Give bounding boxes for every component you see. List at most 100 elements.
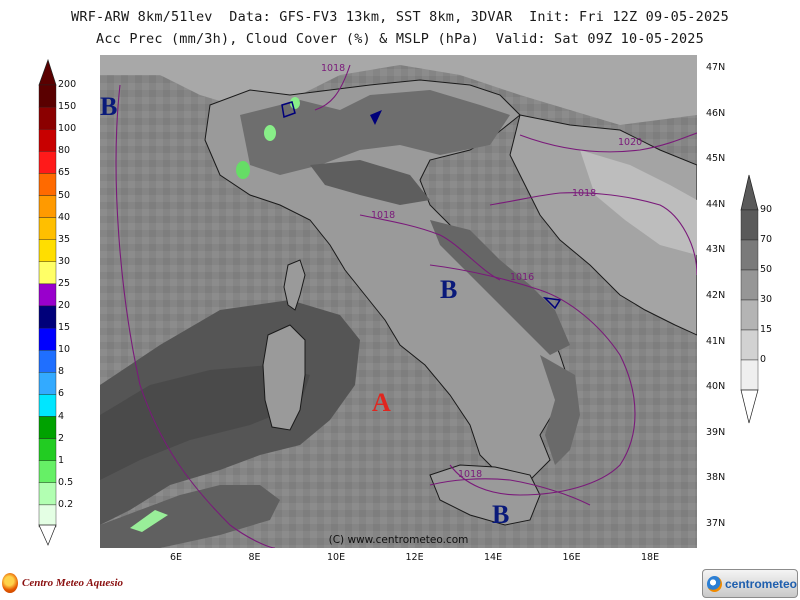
- precip-color-swatch: [38, 106, 57, 130]
- sun-logo-icon: [2, 573, 18, 593]
- precip-color-swatch: [38, 84, 57, 108]
- isobar-label: 1018: [458, 469, 482, 480]
- isobar-west: [115, 84, 276, 549]
- latitude-label: 47N: [706, 62, 726, 73]
- cloud-color-swatch: [740, 359, 759, 391]
- precip-color-swatch: [38, 239, 57, 262]
- isobar-lines: [115, 64, 698, 549]
- cloud-scale-label: 70: [760, 234, 773, 245]
- cloud-alps: [240, 90, 510, 175]
- precip-color-swatch: [38, 394, 57, 417]
- precip-color-swatch: [38, 261, 57, 285]
- longitude-label: 14E: [484, 552, 503, 563]
- precip-color-swatch: [38, 151, 57, 174]
- precip-scale-label: 10: [58, 344, 71, 356]
- precip-scale-label: 15: [58, 322, 71, 334]
- clear-balkans: [580, 150, 697, 255]
- latitude-label: 39N: [706, 426, 726, 438]
- precip-color-swatch: [38, 305, 57, 329]
- precip-spot-alps-1: [236, 161, 250, 179]
- latitude-label: 40N: [706, 381, 726, 393]
- precip-color-swatch: [38, 350, 57, 373]
- precip-color-swatch: [38, 416, 57, 439]
- footer-left-brand-text: Centro Meteo Aquesio: [22, 577, 124, 589]
- isobar-label: 1018: [572, 188, 596, 199]
- precip-scale-label: 8: [58, 366, 65, 378]
- precip-scale-label: 6: [58, 388, 65, 400]
- precip-spot-alps-2: [264, 125, 276, 141]
- low-pressure-marker: B: [440, 275, 457, 304]
- sardinia: [262, 324, 306, 431]
- cloud-band-southwest: [100, 485, 280, 548]
- precip-color-swatch: [38, 372, 57, 395]
- latitude-label: 41N: [706, 335, 726, 347]
- precip-scale-label: 50: [58, 189, 71, 201]
- precip-spot-blue-2: [281, 101, 296, 119]
- low-pressure-marker: B: [492, 500, 509, 529]
- longitude-label: 8E: [248, 552, 261, 563]
- precip-scale-label: 1: [58, 454, 65, 466]
- isobar-central-1018: [359, 214, 501, 281]
- precip-color-swatch: [38, 283, 57, 307]
- precip-spot-blue-3: [542, 296, 562, 310]
- footer-right-logo[interactable]: centrometeo: [702, 569, 798, 598]
- parameter-valid-title: Acc Prec (mm/3h), Cloud Cover (%) & MSLP…: [96, 31, 704, 47]
- precip-scale-label: 30: [58, 255, 71, 267]
- map-copyright: (C) www.centrometeo.com: [328, 534, 469, 546]
- corsica: [283, 259, 306, 311]
- longitude-label: 18E: [641, 552, 660, 563]
- cloud-core-west: [100, 365, 310, 480]
- isobar-south-1018: [429, 478, 591, 506]
- latitude-label: 44N: [706, 198, 726, 210]
- isobar-1020: [519, 132, 698, 153]
- precip-scale-label: 100: [58, 123, 77, 135]
- precip-colorbar-top-arrow: [38, 58, 57, 86]
- precip-scale-label: 0.5: [58, 476, 74, 488]
- footer-left-logo[interactable]: Centro Meteo Aquesio: [2, 570, 123, 596]
- cloud-po-valley: [310, 160, 430, 205]
- cloud-scale-label: 50: [760, 264, 773, 275]
- cloud-scale-label: 90: [760, 204, 773, 215]
- precip-scale-label: 40: [58, 211, 71, 223]
- low-pressure-marker: B: [100, 92, 117, 121]
- precip-scale-label: 25: [58, 277, 71, 289]
- forecast-map: 1018 1020 1018 1018 1016 1018 B B A B: [100, 55, 698, 549]
- precip-color-swatch: [38, 482, 57, 506]
- precip-scale-label: 200: [58, 79, 77, 90]
- precip-color-swatch: [38, 173, 57, 196]
- latitude-label: 42N: [706, 290, 726, 301]
- precip-color-swatch: [38, 217, 57, 240]
- isobar-label: 1018: [321, 63, 345, 74]
- isobar-north-1018: [314, 64, 351, 111]
- latitude-label: 45N: [706, 153, 726, 165]
- latitude-label: 38N: [706, 472, 726, 484]
- longitude-label: 16E: [562, 552, 581, 563]
- precip-colorbar: [38, 58, 57, 546]
- precip-colorbar-bottom-arrow: [38, 524, 57, 546]
- balkan-coast: [509, 114, 698, 336]
- precip-scale-label: 65: [58, 167, 71, 179]
- model-info-title: WRF-ARW 8km/51lev Data: GFS-FV3 13km, SS…: [71, 9, 729, 25]
- latitude-label: 43N: [706, 244, 726, 256]
- precip-color-swatch: [38, 438, 57, 461]
- footer-right-brand-text: centrometeo: [724, 576, 797, 591]
- precip-scale-label: 150: [58, 101, 77, 113]
- cloud-colorbar-bottom-arrow: [740, 389, 759, 424]
- precip-spot-blue-1: [370, 110, 382, 125]
- precip-color-swatch: [38, 460, 57, 484]
- isobar-1016: [429, 264, 636, 496]
- cloud-colorbar-top-arrow: [740, 174, 759, 211]
- cloud-color-swatch: [740, 329, 759, 361]
- precip-scale-label: 0.2: [58, 498, 74, 510]
- precip-scale-label: 20: [58, 300, 71, 311]
- cloud-scale-label: 15: [760, 324, 773, 335]
- cloud-color-swatch: [740, 239, 759, 271]
- map-canvas: 1018 1020 1018 1018 1016 1018 B B A B: [100, 55, 698, 549]
- latitude-label: 37N: [706, 518, 726, 529]
- precip-color-swatch: [38, 128, 57, 152]
- precip-scale-label: 35: [58, 233, 71, 245]
- cloud-scale-label: 0: [760, 354, 767, 365]
- isobar-label: 1020: [618, 137, 642, 148]
- cloud-calabria: [540, 355, 580, 465]
- longitude-label: 6E: [170, 552, 183, 563]
